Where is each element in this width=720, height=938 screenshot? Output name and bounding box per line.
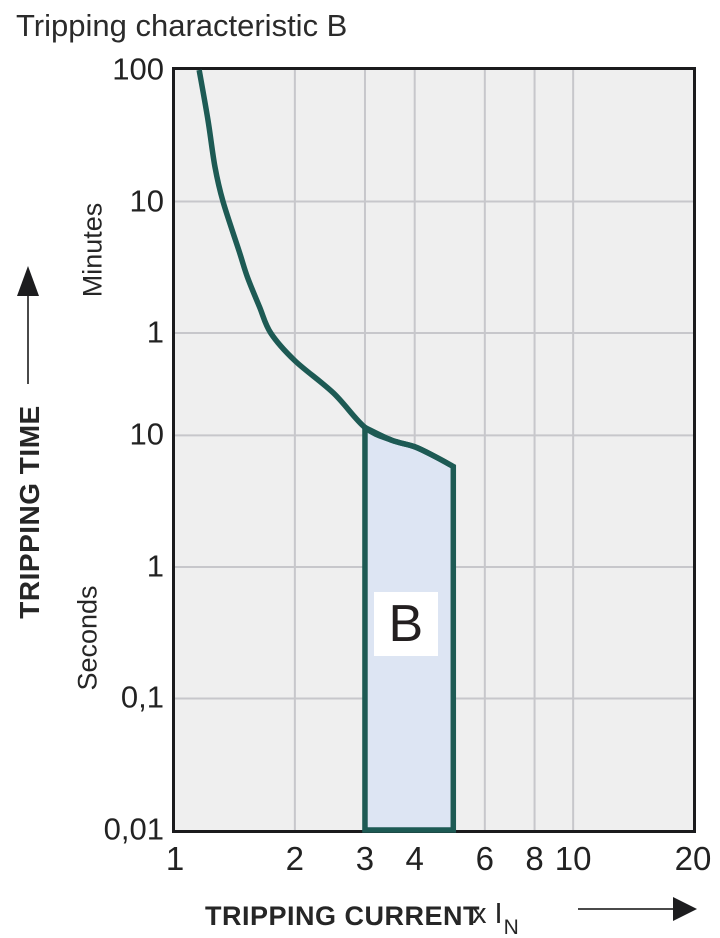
y-tick-label: 0,1 [120, 679, 164, 715]
x-axis-multiplier: x IN [472, 898, 519, 938]
y-axis-unit-seconds: Seconds [72, 585, 103, 691]
x-axis-multiplier-subscript: N [503, 915, 519, 938]
y-tick-label: 100 [112, 51, 164, 87]
y-tick-label: 0,01 [103, 811, 164, 847]
x-tick-label: 10 [554, 840, 592, 877]
x-axis-multiplier-prefix: x I [472, 898, 503, 930]
x-tick-label: 6 [475, 840, 494, 877]
up-arrow-icon [17, 266, 39, 384]
chart-canvas [175, 69, 693, 833]
x-tick-label: 3 [355, 840, 375, 877]
figure-title: Tripping characteristic B [16, 8, 348, 43]
x-axis-title: TRIPPING CURRENT [205, 901, 481, 931]
tripping-curve [196, 69, 455, 469]
plot-area: B [172, 67, 696, 833]
x-tick-label: 8 [525, 840, 544, 877]
x-tick-label: 20 [674, 840, 712, 877]
y-tick-label: 1 [146, 314, 164, 350]
x-tick-label: 2 [285, 840, 305, 877]
x-tick-label: 4 [405, 840, 424, 877]
region-b-label: B [373, 591, 438, 656]
y-tick-label: 10 [129, 416, 164, 452]
y-tick-label: 10 [129, 182, 164, 218]
y-tick-label: 1 [146, 548, 164, 584]
y-axis-title: TRIPPING TIME [14, 405, 45, 619]
right-arrow-icon [578, 897, 697, 921]
x-tick-label: 1 [165, 840, 185, 877]
